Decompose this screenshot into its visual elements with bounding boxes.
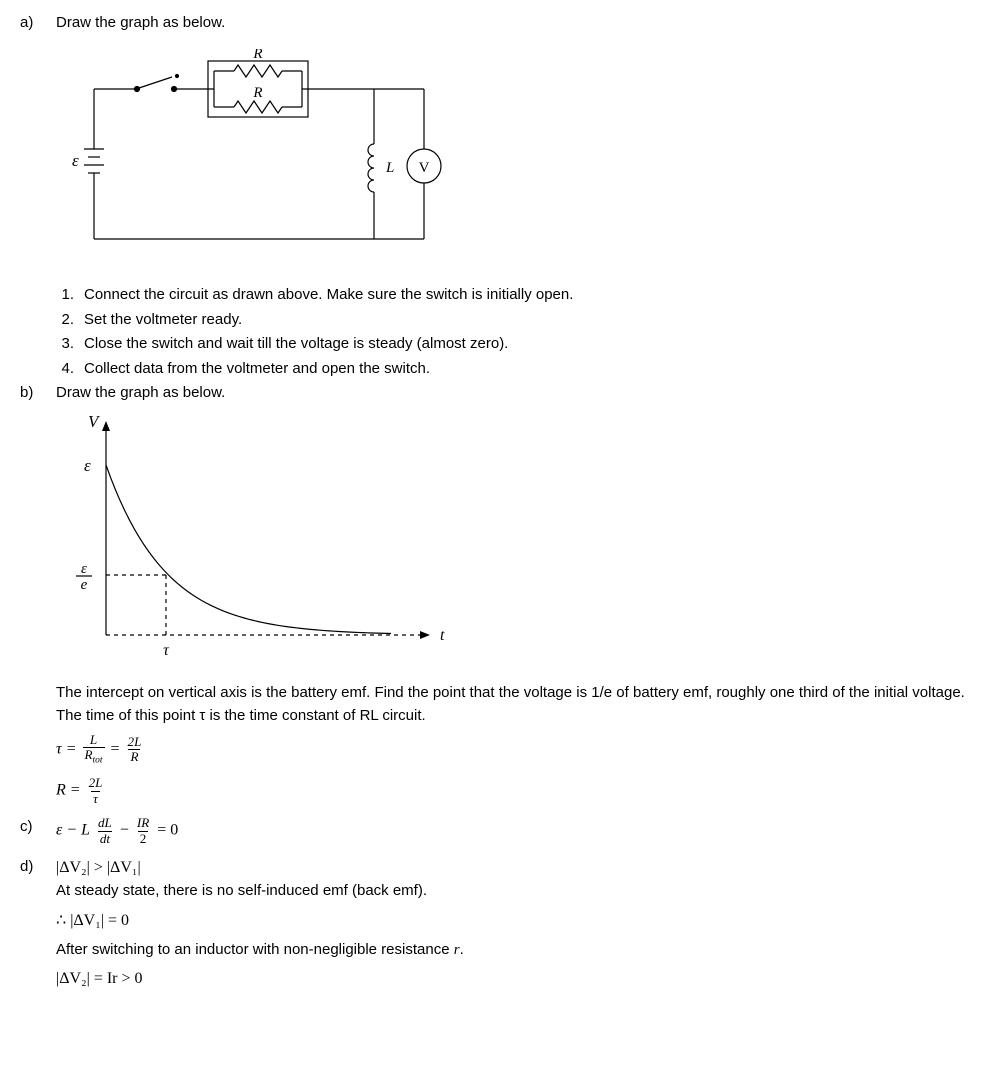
eq-r-lhs: R =: [56, 782, 81, 799]
decay-graph: Vtεεeτ: [66, 415, 970, 671]
eq-tau-den2: R: [128, 749, 140, 764]
eq-c-num1: dL: [96, 816, 114, 830]
d-line2: At steady state, there is no self-induce…: [56, 880, 970, 903]
step-num: 1.: [56, 284, 84, 307]
eq-c-pre: ε − L: [56, 822, 90, 839]
circuit-diagram: R R ε L V: [64, 49, 970, 267]
voltmeter-label: V: [419, 160, 430, 176]
eq-c: ε − L dL dt − IR 2 = 0: [56, 816, 970, 846]
step-text: Collect data from the voltmeter and open…: [84, 358, 970, 381]
eq-tau-num1: L: [88, 733, 99, 747]
eq-tau: τ = L Rtot = 2L R: [56, 733, 970, 766]
d-line1: |ΔV₂| > |ΔV₁|: [56, 856, 970, 880]
section-c-label: c): [20, 816, 56, 839]
d-line5: |ΔV₂| = Ir > 0: [56, 967, 970, 991]
eq-tau-lhs: τ =: [56, 740, 77, 757]
explain-text: The intercept on vertical axis is the ba…: [56, 682, 970, 727]
eq-tau-den1-sub: tot: [93, 756, 103, 766]
section-a-label: a): [20, 12, 56, 35]
step-text: Close the switch and wait till the volta…: [84, 333, 970, 356]
step-text: Connect the circuit as drawn above. Make…: [84, 284, 970, 307]
resistor-bottom-label: R: [252, 85, 262, 101]
eq-c-post: = 0: [157, 822, 178, 839]
eq-c-den1: dt: [98, 831, 112, 846]
d-line3: ∴ |ΔV₁| = 0: [56, 909, 970, 933]
eq-c-minus: −: [120, 822, 129, 839]
svg-text:e: e: [81, 577, 88, 593]
eq-tau-equals: =: [111, 740, 120, 757]
eq-c-num2: IR: [135, 816, 151, 830]
d-line3-therefore: ∴: [56, 912, 70, 929]
resistor-top-label: R: [252, 49, 262, 62]
svg-text:τ: τ: [163, 642, 170, 659]
steps-list: 1.Connect the circuit as drawn above. Ma…: [20, 284, 970, 380]
section-b-intro: Draw the graph as below.: [56, 382, 970, 405]
d-line4-a: After switching to an inductor with non-…: [56, 941, 454, 958]
step-num: 3.: [56, 333, 84, 356]
section-d-label: d): [20, 856, 56, 879]
section-b-label: b): [20, 382, 56, 405]
step-text: Set the voltmeter ready.: [84, 309, 970, 332]
eq-c-den2: 2: [138, 831, 149, 846]
eq-tau-num2: 2L: [126, 735, 144, 749]
eq-r-den: τ: [91, 791, 100, 806]
svg-text:ε: ε: [84, 456, 91, 475]
eq-r: R = 2L τ: [56, 776, 970, 806]
d-line4: After switching to an inductor with non-…: [56, 939, 970, 962]
inductor-label: L: [385, 160, 394, 176]
eq-tau-den1-r: R: [85, 747, 93, 762]
svg-text:V: V: [88, 415, 101, 431]
d-line4-c: .: [460, 941, 464, 958]
section-a-intro: Draw the graph as below.: [56, 12, 970, 35]
eq-r-num: 2L: [87, 776, 105, 790]
d-line3-eq: |ΔV₁| = 0: [70, 912, 129, 929]
svg-text:t: t: [440, 627, 445, 644]
step-num: 4.: [56, 358, 84, 381]
emf-label: ε: [72, 151, 79, 170]
svg-text:ε: ε: [81, 561, 87, 577]
step-num: 2.: [56, 309, 84, 332]
